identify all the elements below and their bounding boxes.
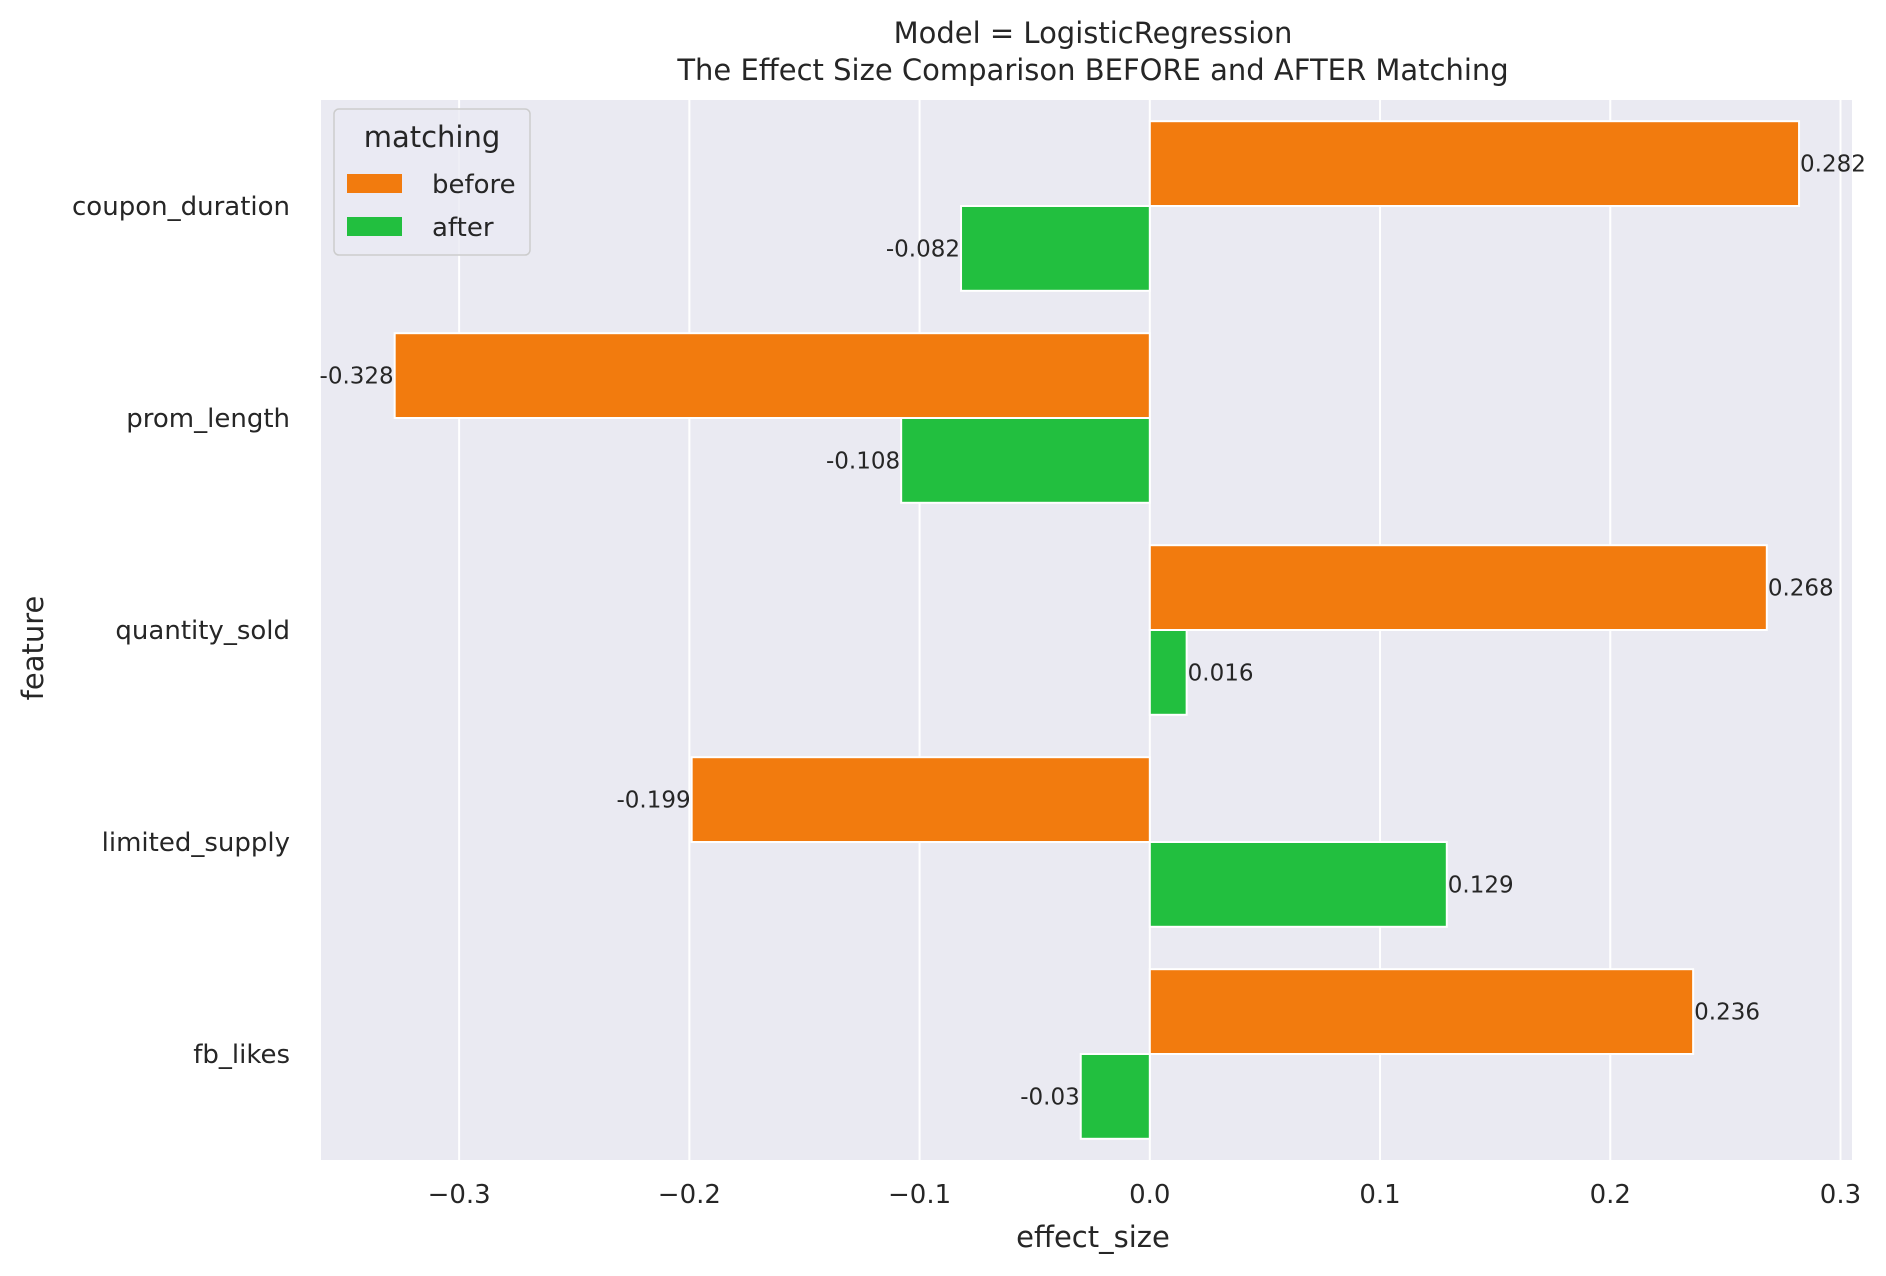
bar-after-limited_supply xyxy=(1148,841,1448,928)
bar-before-quantity_sold xyxy=(1148,544,1768,632)
bar-value-label: -0.082 xyxy=(886,236,960,262)
bar-value-label: -0.328 xyxy=(320,364,394,390)
y-tick-label: fb_likes xyxy=(193,1040,290,1070)
y-axis-ticks: coupon_duration prom_length quantity_soldl… xyxy=(72,192,290,1070)
x-axis-ticks: −0.3 −0.2 −0.1 0.0 0.1 0.2 0.3 xyxy=(428,1180,1862,1210)
y-tick-label: quantity_sold xyxy=(115,616,290,646)
legend-swatch-before xyxy=(347,174,402,193)
bar-before-prom_length xyxy=(393,332,1151,420)
bar-value-label: 0.268 xyxy=(1768,576,1834,602)
y-tick-label: limited_supply xyxy=(102,828,290,858)
bar-value-label: 0.236 xyxy=(1694,1000,1760,1026)
bar-labels: 0.282 -0.082 -0.328 -0.108 0.268 0.016 -0.199 0… xyxy=(320,152,1866,1111)
legend-title: matching xyxy=(364,120,501,154)
x-tick-label: −0.3 xyxy=(428,1180,491,1210)
bar-value-label: -0.03 xyxy=(1020,1084,1080,1110)
bar-after-quantity_sold xyxy=(1148,629,1188,716)
x-tick-label: 0.0 xyxy=(1129,1180,1170,1210)
x-axis-title: effect_size xyxy=(1016,1220,1170,1254)
y-tick-label: prom_length xyxy=(126,404,290,434)
legend-swatch-after xyxy=(347,217,402,236)
bar-before-limited_supply xyxy=(690,756,1151,844)
legend-label-before: before xyxy=(432,170,516,200)
bar-value-label: -0.108 xyxy=(826,448,900,474)
x-tick-label: 0.2 xyxy=(1590,1180,1631,1210)
x-tick-label: 0.3 xyxy=(1820,1180,1861,1210)
chart-title-line-1: Model = LogisticRegression xyxy=(894,16,1293,50)
y-tick-label: coupon_duration xyxy=(72,192,290,222)
bar-before-fb_likes xyxy=(1148,968,1695,1056)
bar-value-label: 0.016 xyxy=(1188,660,1254,686)
x-tick-label: −0.1 xyxy=(888,1180,951,1210)
x-tick-label: 0.1 xyxy=(1359,1180,1400,1210)
x-tick-label: −0.2 xyxy=(658,1180,721,1210)
bar-value-label: -0.199 xyxy=(617,788,691,814)
bar-value-label: 0.129 xyxy=(1448,872,1514,898)
bar-after-coupon_duration xyxy=(960,205,1151,292)
legend-label-after: after xyxy=(432,213,494,243)
bars xyxy=(393,120,1801,1140)
bar-after-fb_likes xyxy=(1079,1053,1151,1140)
bar-before-coupon_duration xyxy=(1148,120,1801,207)
chart-title-line-2: The Effect Size Comparison BEFORE and AF… xyxy=(676,53,1508,87)
bar-after-prom_length xyxy=(900,417,1151,504)
bar-value-label: 0.282 xyxy=(1800,152,1866,178)
legend: matching before after xyxy=(333,108,531,256)
y-axis-title: feature xyxy=(16,596,50,701)
